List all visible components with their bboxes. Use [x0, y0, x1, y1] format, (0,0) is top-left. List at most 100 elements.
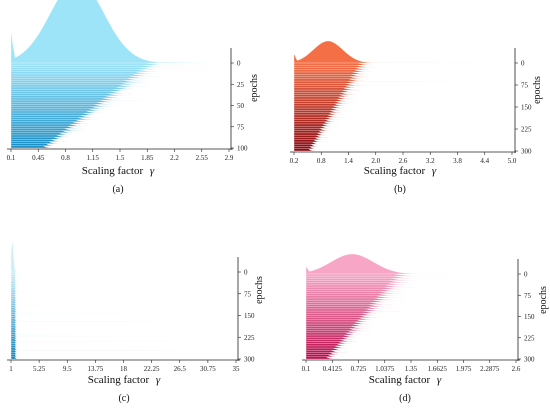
- x-tick-label-c-2: 9.5: [63, 365, 72, 373]
- y-tick-label-c-3: 225: [244, 334, 255, 342]
- y-axis-a: 0 25 50 75 100: [230, 48, 248, 153]
- x-axis-symbol-a: γ: [150, 165, 155, 177]
- x-tick-label-a-4: 1.5: [116, 154, 125, 162]
- y-tick-label-b-0: 0: [521, 60, 525, 68]
- x-axis-a: 0.1 0.45 0.8 1.15 1.5 1.85 2.2 2.55 2.9: [7, 148, 234, 162]
- ridge-c-18: [10, 286, 237, 313]
- x-tick-label-b-3: 2.0: [371, 157, 380, 165]
- y-tick-label-d-4: 300: [524, 356, 535, 364]
- y-axis-c: 0 75 150 225 300: [237, 257, 255, 364]
- x-tick-label-b-2: 1.4: [344, 157, 353, 165]
- x-tick-label-b-5: 3.2: [426, 157, 435, 165]
- x-tick-label-d-7: 2.2875: [480, 365, 500, 373]
- ridge-c-21: [10, 294, 236, 320]
- ridges-a: [10, 0, 230, 149]
- y-axis-title-d: epochs: [538, 286, 549, 314]
- ridge-a-0: [10, 0, 230, 64]
- y-tick-label-b-2: 150: [521, 104, 532, 112]
- panel-c: 1 5.25 9.5 13.75 18 22.25 26.5 30.75 35 0 75 150 22…: [7, 241, 265, 404]
- ridge-c-25: [10, 304, 237, 329]
- y-tick-label-a-4: 100: [237, 145, 248, 153]
- x-axis-symbol-b: γ: [432, 165, 437, 177]
- x-tick-label-b-4: 2.6: [399, 157, 408, 165]
- ridge-c-22: [10, 296, 237, 322]
- y-tick-label-b-3: 225: [521, 126, 532, 134]
- x-tick-label-b-7: 4.4: [480, 157, 489, 165]
- x-tick-label-a-2: 0.8: [61, 154, 70, 162]
- x-tick-label-c-5: 22.25: [144, 365, 160, 373]
- x-tick-label-d-6: 1.975: [456, 365, 472, 373]
- panel-b: 0.2 0.8 1.4 2.0 2.6 3.2 3.8 4.4 5.0 0 75 150 225 300…: [290, 40, 543, 195]
- ridge-c-37: [10, 333, 236, 355]
- panel-a: 0.1 0.45 0.8 1.15 1.5 1.85 2.2 2.55 2.9 0 25 50 75 1…: [7, 0, 260, 195]
- panel-label-b: (b): [394, 184, 406, 195]
- x-tick-label-b-1: 0.8: [317, 157, 326, 165]
- x-tick-label-c-8: 35: [233, 365, 241, 373]
- ridges-b: [293, 40, 513, 152]
- x-tick-label-c-3: 13.75: [88, 365, 104, 373]
- x-axis-b: 0.2 0.8 1.4 2.0 2.6 3.2 3.8 4.4 5.0: [290, 151, 517, 165]
- y-axis-title-b: epochs: [532, 76, 543, 104]
- y-tick-label-b-4: 300: [521, 148, 532, 156]
- x-tick-label-b-0: 0.2: [290, 157, 299, 165]
- y-tick-label-b-1: 75: [521, 82, 529, 90]
- x-tick-label-b-8: 5.0: [508, 157, 517, 165]
- x-tick-label-b-6: 3.8: [453, 157, 462, 165]
- panel-label-d: (d): [399, 393, 411, 404]
- ridge-c-16: [10, 281, 236, 308]
- x-axis-symbol-c: γ: [156, 374, 161, 386]
- ridge-c-19: [10, 289, 237, 315]
- panel-label-a: (a): [112, 184, 123, 195]
- x-axis-title-text-c: Scaling factor: [88, 374, 150, 386]
- ridge-c-35: [10, 328, 237, 351]
- ridge-c-0: [10, 241, 236, 273]
- x-tick-label-c-0: 1: [9, 365, 13, 373]
- ridge-c-36: [10, 331, 236, 353]
- y-tick-label-c-1: 75: [244, 290, 252, 298]
- ridge-c-32: [10, 321, 237, 344]
- y-tick-label-d-3: 225: [524, 334, 535, 342]
- y-tick-label-c-2: 150: [244, 312, 255, 320]
- x-tick-label-d-5: 1.6625: [428, 365, 448, 373]
- x-tick-label-c-1: 5.25: [33, 365, 46, 373]
- x-tick-label-a-8: 2.9: [225, 154, 234, 162]
- ridge-b-0: [293, 40, 513, 64]
- y-tick-label-d-1: 75: [524, 292, 532, 300]
- ridge-c-20: [10, 291, 236, 317]
- y-axis-title-c: epochs: [254, 276, 265, 304]
- x-tick-label-d-2: 0.725: [351, 365, 367, 373]
- y-tick-label-a-3: 75: [237, 123, 245, 131]
- x-tick-label-a-5: 1.85: [141, 154, 154, 162]
- x-axis-title-text-d: Scaling factor: [369, 374, 431, 386]
- x-tick-label-d-1: 0.4125: [323, 365, 343, 373]
- x-tick-label-a-1: 0.45: [32, 154, 45, 162]
- x-tick-label-c-4: 18: [120, 365, 128, 373]
- ridge-c-26: [10, 306, 236, 331]
- x-axis-c: 1 5.25 9.5 13.75 18 22.25 26.5 30.75 35: [7, 359, 241, 373]
- x-axis-title-text-a: Scaling factor: [82, 165, 144, 177]
- x-tick-label-d-3: 1.0375: [375, 365, 395, 373]
- y-tick-label-d-0: 0: [524, 271, 528, 279]
- ridge-c-1: [10, 244, 236, 275]
- x-axis-title-a: Scaling factor γ: [82, 165, 155, 177]
- ridge-c-39: [10, 339, 236, 360]
- panel-label-c: (c): [118, 393, 129, 404]
- x-tick-label-a-3: 1.15: [87, 154, 100, 162]
- x-axis-symbol-d: γ: [437, 374, 442, 386]
- y-tick-label-a-1: 25: [237, 81, 245, 89]
- x-axis-title-c: Scaling factor γ: [88, 374, 161, 386]
- y-tick-label-c-4: 300: [244, 356, 255, 364]
- ridge-c-9: [10, 264, 237, 293]
- ridge-c-31: [10, 319, 237, 342]
- panel-d: 0.1 0.4125 0.725 1.0375 1.35 1.6625 1.975 2.287…: [302, 253, 549, 404]
- ridge-d-0: [305, 253, 517, 275]
- y-tick-label-d-2: 150: [524, 313, 535, 321]
- x-axis-title-b: Scaling factor γ: [364, 165, 437, 177]
- y-tick-label-c-0: 0: [244, 269, 248, 277]
- ridge-c-17: [10, 283, 236, 311]
- x-tick-label-d-8: 2.6: [512, 365, 521, 373]
- x-tick-label-d-0: 0.1: [302, 365, 311, 373]
- x-tick-label-a-6: 2.2: [170, 154, 179, 162]
- y-axis-d: 0 75 150 225 300: [517, 259, 535, 364]
